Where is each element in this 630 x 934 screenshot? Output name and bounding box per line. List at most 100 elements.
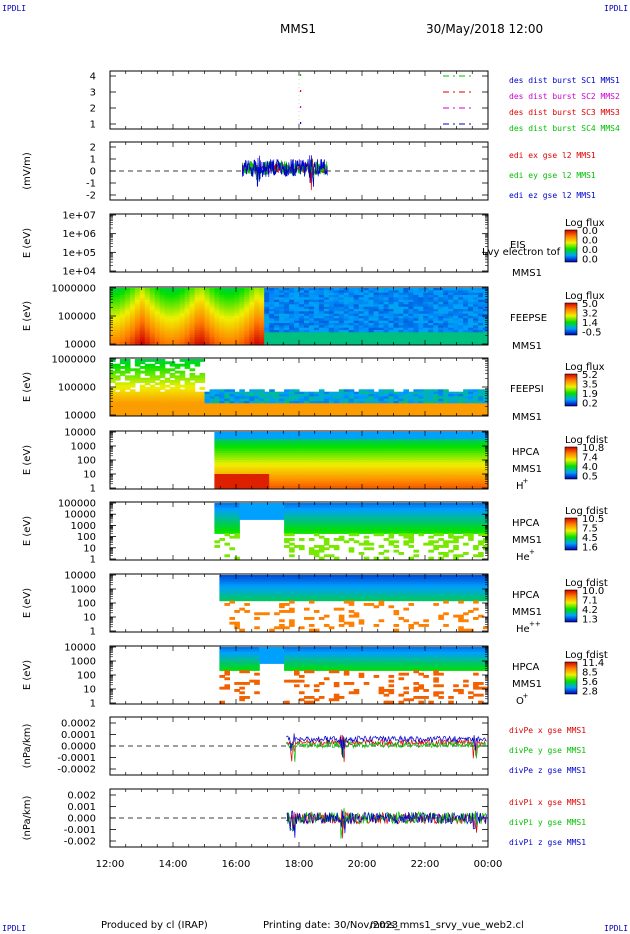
feepse-cell	[284, 327, 290, 331]
hpca-h-cell	[423, 471, 429, 475]
hpca-h-cell	[413, 476, 419, 480]
hpca-h-cell	[328, 471, 335, 475]
feepse-cell	[199, 337, 206, 340]
hpca-he-cell	[318, 510, 325, 513]
feepsi-cell	[264, 408, 270, 411]
feepse-cell	[199, 318, 206, 322]
hpca-he-cell	[219, 512, 225, 516]
feepse-cell	[159, 311, 166, 315]
hpca-h-cell	[418, 483, 424, 487]
feepsi-cell	[244, 408, 250, 411]
hpca-h-cell	[428, 450, 434, 454]
feepse-cell	[423, 334, 429, 338]
feepse-cell	[408, 297, 414, 301]
hpca-h-cell	[428, 469, 434, 473]
hpca-h-cell	[358, 478, 365, 482]
feepse-cell	[348, 288, 355, 291]
hpca-h-cell	[229, 478, 235, 482]
feepse-cell	[433, 327, 439, 331]
hpca-h-cell	[279, 453, 285, 456]
feepse-cell	[199, 288, 206, 291]
hpca-h-cell	[249, 439, 255, 442]
hpca-h-cell	[368, 432, 375, 435]
feepsi-cell	[343, 389, 350, 393]
feepsi-cell	[204, 412, 211, 416]
hpca-h-cell	[458, 481, 464, 484]
hpca-he-cell	[299, 545, 305, 548]
hpca-h-cell	[458, 436, 464, 440]
feepse-cell	[115, 341, 121, 345]
feepsi-cell	[124, 405, 131, 409]
hpca-h-cell	[348, 485, 355, 489]
hpca-h-cell	[413, 478, 419, 482]
hpca-h-cell	[279, 474, 285, 477]
feepsi-cell	[144, 410, 151, 414]
feepse-cell	[483, 332, 489, 336]
feepse-cell	[159, 339, 166, 343]
hpca-h-cell	[224, 474, 230, 477]
feepsi-cell	[348, 396, 355, 400]
feepsi-cell	[159, 359, 166, 362]
hpca-h-cell	[299, 457, 305, 461]
hpca-h-cell	[408, 474, 414, 477]
feepse-cell	[313, 320, 320, 324]
feepse-cell	[443, 334, 449, 338]
hpca-h-cell	[284, 453, 290, 456]
hpca-h-cell	[323, 441, 330, 445]
feepse-cell	[468, 327, 474, 331]
hpca-h-cell	[358, 453, 365, 456]
hpca-he-cell	[224, 554, 230, 558]
feepsi-cell	[308, 391, 315, 395]
feepse-cell	[423, 327, 429, 331]
hpca-h-cell	[373, 455, 380, 459]
feepse-cell	[204, 311, 211, 315]
hpca-h-cell	[294, 481, 300, 484]
feepse-cell	[219, 299, 225, 303]
hpca-h-cell	[219, 439, 225, 442]
feepsi-cell	[110, 405, 116, 409]
hpca-h-cell	[403, 443, 409, 447]
hpca-h-cell	[418, 441, 424, 445]
feepsi-cell	[373, 410, 380, 414]
feepse-cell	[115, 337, 121, 340]
feepse-cell	[244, 332, 250, 336]
feepse-cell	[284, 316, 290, 319]
hpca-h-cell	[308, 471, 315, 475]
feepse-cell	[299, 330, 305, 333]
feepse-cell	[458, 327, 464, 331]
hpca-h-cell	[229, 432, 235, 435]
hpca-h-cell	[229, 467, 235, 470]
hpca-h-cell	[313, 439, 320, 442]
hpca-h-cell	[383, 469, 390, 473]
hpca-he-cell	[274, 512, 280, 516]
hpca-h-cell	[234, 432, 240, 435]
feepse-cell	[323, 337, 330, 340]
feepsi-cell	[144, 396, 151, 400]
feepse-cell	[169, 292, 176, 296]
hpca-he-cell	[274, 514, 280, 518]
feepsi-cell	[279, 394, 285, 397]
hpca-h-cell	[234, 448, 240, 452]
feepsi-cell	[214, 398, 220, 402]
hpca-h-cell	[259, 446, 265, 449]
feepsi-cell	[343, 410, 350, 414]
feepsi-cell	[224, 394, 230, 397]
feepse-colorbar	[564, 302, 578, 336]
feepsi-cell	[348, 391, 355, 395]
feepse-cell	[438, 318, 444, 322]
feepse-cell	[264, 334, 270, 338]
hpca-h-cell	[403, 485, 409, 489]
hpca-h-cell	[463, 474, 469, 477]
feepsi-cell	[284, 389, 290, 393]
feepsi-cell	[134, 405, 141, 409]
feepse-cell	[124, 302, 131, 305]
hpca-h-cell	[289, 453, 295, 456]
hpca-h-cell	[458, 460, 464, 463]
feepsi-cell	[269, 405, 275, 409]
hpca-h-cell	[313, 474, 320, 477]
hpca-h-cell	[234, 462, 240, 466]
feepse-cell	[229, 332, 235, 336]
feepse-cell	[149, 339, 156, 343]
hpca-h-cell	[254, 432, 260, 435]
feepsi-cell	[418, 405, 424, 409]
